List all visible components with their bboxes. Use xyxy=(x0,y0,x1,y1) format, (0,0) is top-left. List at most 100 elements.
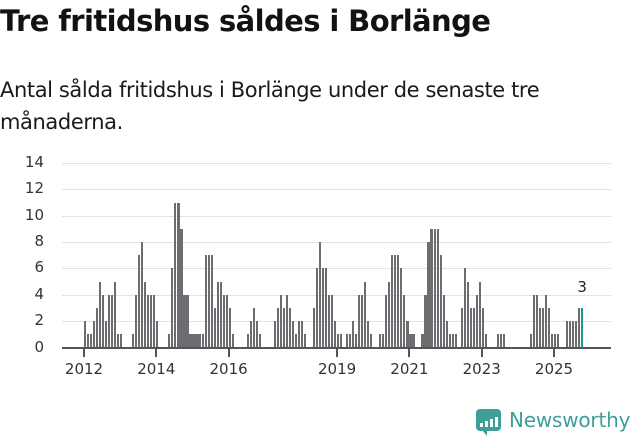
x-axis-tick xyxy=(480,348,483,357)
bar xyxy=(544,294,548,348)
bar xyxy=(102,294,105,348)
highlighted-bar xyxy=(581,307,584,348)
bar xyxy=(96,307,99,348)
bar xyxy=(484,334,487,348)
bar xyxy=(538,307,542,348)
x-axis-line xyxy=(62,347,611,349)
bar xyxy=(273,321,276,348)
bar xyxy=(198,334,201,348)
bar xyxy=(569,321,572,348)
bar xyxy=(337,334,340,348)
bar xyxy=(189,334,192,348)
bar xyxy=(183,294,186,348)
bar xyxy=(174,202,177,348)
bar xyxy=(367,321,370,348)
x-axis-tick xyxy=(83,348,85,357)
bar xyxy=(436,228,439,348)
bar xyxy=(388,281,391,348)
bar xyxy=(93,321,96,348)
bar xyxy=(87,334,90,348)
x-axis-label: 2025 xyxy=(534,359,574,378)
bar xyxy=(448,334,451,348)
bar xyxy=(403,294,406,348)
bar xyxy=(255,321,258,348)
bar xyxy=(276,307,279,348)
bar xyxy=(502,334,505,348)
brand-name: Newsworthy xyxy=(509,408,631,432)
bar xyxy=(454,334,457,348)
x-axis-label: 2016 xyxy=(209,359,248,378)
bar xyxy=(391,255,394,348)
bar xyxy=(303,334,307,348)
bar xyxy=(499,334,502,348)
bar xyxy=(153,294,156,348)
bar xyxy=(117,334,120,348)
bar xyxy=(84,321,87,348)
bar xyxy=(379,334,382,348)
bar xyxy=(478,281,481,348)
bar xyxy=(382,334,385,348)
bar xyxy=(442,294,445,348)
bar xyxy=(578,307,581,348)
bar xyxy=(566,321,569,348)
bar xyxy=(300,321,304,348)
bar xyxy=(204,255,207,348)
bar xyxy=(475,294,478,348)
bar xyxy=(171,268,174,348)
bar xyxy=(421,334,424,348)
bar xyxy=(288,307,291,348)
bar xyxy=(496,334,499,348)
bar xyxy=(120,334,123,348)
bar xyxy=(144,281,147,348)
bar xyxy=(472,307,475,348)
bar xyxy=(132,334,135,348)
bar xyxy=(297,321,301,348)
x-axis-label: 2012 xyxy=(64,359,104,378)
bar xyxy=(328,294,331,348)
bar xyxy=(349,334,352,348)
bar xyxy=(355,334,358,348)
bar xyxy=(213,307,216,348)
value-annotation: 3 xyxy=(577,277,587,296)
bar xyxy=(340,334,343,348)
bar xyxy=(572,321,575,348)
y-axis-label: 10 xyxy=(24,205,44,224)
bar xyxy=(279,294,282,348)
bar xyxy=(529,334,533,348)
bar xyxy=(322,268,325,348)
bar xyxy=(147,294,150,348)
x-axis-label: 2019 xyxy=(317,359,357,378)
bar xyxy=(394,255,397,348)
y-axis-label: 14 xyxy=(24,153,44,171)
bar xyxy=(541,307,545,348)
bar xyxy=(460,307,463,348)
bar xyxy=(108,294,111,348)
bar xyxy=(424,294,427,348)
bar xyxy=(535,294,539,348)
bar xyxy=(105,321,108,348)
bar xyxy=(430,228,433,348)
bar xyxy=(433,228,436,348)
bar xyxy=(219,281,222,348)
bar xyxy=(451,334,454,348)
bar xyxy=(90,334,93,348)
x-axis-tick xyxy=(553,348,556,357)
bar xyxy=(285,294,288,348)
bar xyxy=(192,334,195,348)
bar xyxy=(409,334,412,348)
x-axis-tick xyxy=(227,348,230,357)
gridline xyxy=(62,321,611,323)
bar xyxy=(334,321,337,348)
bar xyxy=(141,242,144,348)
bar xyxy=(397,255,400,348)
bar-chart: 0 2 4 6 8 10 12 14 2012 2014 2016 2019 2021 2023 2025 3 xyxy=(0,150,631,390)
bar xyxy=(557,334,560,348)
bar xyxy=(156,321,159,348)
y-axis-label: 12 xyxy=(24,179,44,198)
x-axis-label: 2023 xyxy=(462,359,501,378)
x-axis-tick xyxy=(408,348,411,357)
bar xyxy=(551,334,554,348)
bar xyxy=(463,268,466,348)
bar xyxy=(258,334,261,348)
gridline xyxy=(62,189,611,191)
